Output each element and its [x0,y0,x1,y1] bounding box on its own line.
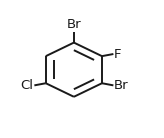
Text: Cl: Cl [21,79,34,92]
Text: F: F [114,47,122,61]
Text: Br: Br [67,18,81,31]
Text: Br: Br [114,79,129,92]
